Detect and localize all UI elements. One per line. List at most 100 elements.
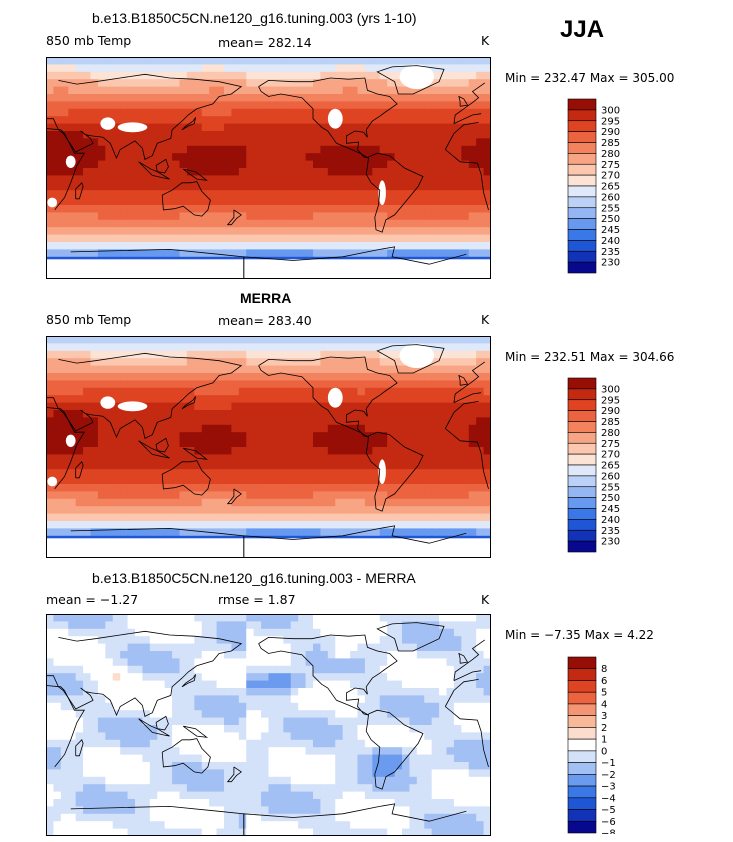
field-cell bbox=[313, 131, 322, 139]
colorbar-label: 255 bbox=[601, 482, 620, 493]
field-cell bbox=[468, 190, 477, 199]
field-cell bbox=[135, 528, 144, 537]
field-cell bbox=[394, 175, 403, 184]
field-cell bbox=[305, 116, 314, 125]
field-cell bbox=[97, 138, 106, 147]
field-cell bbox=[186, 234, 195, 243]
field-cell bbox=[476, 498, 485, 507]
field-cell bbox=[194, 358, 203, 367]
field-cell bbox=[90, 79, 99, 88]
field-cell bbox=[409, 402, 418, 411]
field-cell bbox=[209, 491, 218, 500]
field-cell bbox=[335, 227, 344, 236]
field-cell bbox=[112, 688, 121, 696]
field-cell bbox=[335, 57, 344, 65]
field-cell bbox=[201, 131, 210, 139]
field-cell bbox=[142, 528, 151, 537]
field-cell bbox=[157, 249, 166, 258]
field-cell bbox=[261, 350, 270, 359]
field-cell bbox=[342, 86, 351, 95]
field-cell bbox=[483, 131, 491, 139]
field-cell bbox=[320, 71, 329, 80]
field-cell bbox=[313, 138, 322, 147]
field-cell bbox=[387, 365, 396, 374]
field-cell bbox=[394, 57, 403, 65]
field-cell bbox=[364, 197, 373, 206]
field-cell bbox=[157, 747, 166, 756]
field-cell bbox=[112, 182, 121, 191]
field-cell bbox=[164, 358, 173, 367]
field-cell bbox=[476, 621, 485, 630]
field-cell bbox=[149, 365, 158, 374]
field-cell bbox=[216, 469, 225, 478]
field-cell bbox=[320, 739, 329, 748]
field-cell bbox=[120, 739, 129, 748]
field-cell bbox=[439, 651, 448, 659]
field-cell bbox=[149, 447, 158, 455]
field-cell bbox=[357, 387, 366, 396]
field-cell bbox=[327, 417, 336, 426]
field-cell bbox=[112, 234, 121, 243]
field-cell bbox=[416, 447, 425, 455]
field-cell bbox=[194, 695, 203, 704]
field-cell bbox=[394, 138, 403, 147]
field-cell bbox=[342, 658, 351, 667]
field-cell bbox=[275, 336, 284, 344]
field-cell bbox=[120, 212, 129, 221]
field-cell bbox=[320, 658, 329, 667]
field-cell bbox=[90, 636, 99, 645]
field-cell bbox=[394, 513, 403, 522]
colorbar-label: 285 bbox=[601, 138, 620, 149]
field-cell bbox=[313, 506, 322, 515]
field-cell bbox=[320, 64, 329, 73]
field-cell bbox=[290, 219, 299, 228]
field-cell bbox=[409, 702, 418, 711]
field-cell bbox=[75, 432, 84, 441]
field-cell bbox=[283, 197, 292, 206]
field-cell bbox=[268, 754, 277, 763]
field-cell bbox=[186, 336, 195, 344]
field-cell bbox=[268, 725, 277, 733]
field-cell bbox=[68, 182, 77, 191]
field-cell bbox=[394, 410, 403, 418]
field-cell bbox=[305, 673, 314, 682]
field-cell bbox=[468, 153, 477, 162]
field-cell bbox=[201, 476, 210, 485]
field-cell bbox=[179, 417, 188, 426]
field-cell bbox=[350, 628, 359, 637]
field-cell bbox=[387, 108, 396, 117]
colorbar-swatch bbox=[567, 421, 597, 433]
field-cell bbox=[283, 145, 292, 154]
field-cell bbox=[305, 702, 314, 711]
field-cell bbox=[209, 417, 218, 426]
field-cell bbox=[439, 447, 448, 455]
field-cell bbox=[357, 64, 366, 73]
field-cell bbox=[298, 219, 307, 228]
field-cell bbox=[224, 491, 233, 500]
field-cell bbox=[298, 380, 307, 389]
field-cell bbox=[409, 469, 418, 478]
field-cell bbox=[68, 754, 77, 763]
field-cell bbox=[142, 373, 151, 381]
field-cell bbox=[298, 64, 307, 73]
field-cell bbox=[290, 673, 299, 682]
field-cell bbox=[194, 242, 203, 250]
field-cell bbox=[149, 227, 158, 236]
field-cell bbox=[238, 665, 247, 674]
field-cell bbox=[483, 71, 491, 80]
field-cell bbox=[53, 350, 62, 359]
field-cell bbox=[298, 710, 307, 719]
field-cell bbox=[483, 628, 491, 637]
field-cell bbox=[172, 205, 181, 213]
field-cell bbox=[275, 212, 284, 221]
field-cell bbox=[53, 131, 62, 139]
field-cell bbox=[350, 498, 359, 507]
field-cell bbox=[313, 94, 322, 102]
field-cell bbox=[468, 123, 477, 132]
field-cell bbox=[335, 476, 344, 485]
field-cell bbox=[194, 725, 203, 733]
field-cell bbox=[283, 739, 292, 748]
field-cell bbox=[238, 387, 247, 396]
field-cell bbox=[60, 621, 69, 630]
field-cell bbox=[379, 145, 388, 154]
